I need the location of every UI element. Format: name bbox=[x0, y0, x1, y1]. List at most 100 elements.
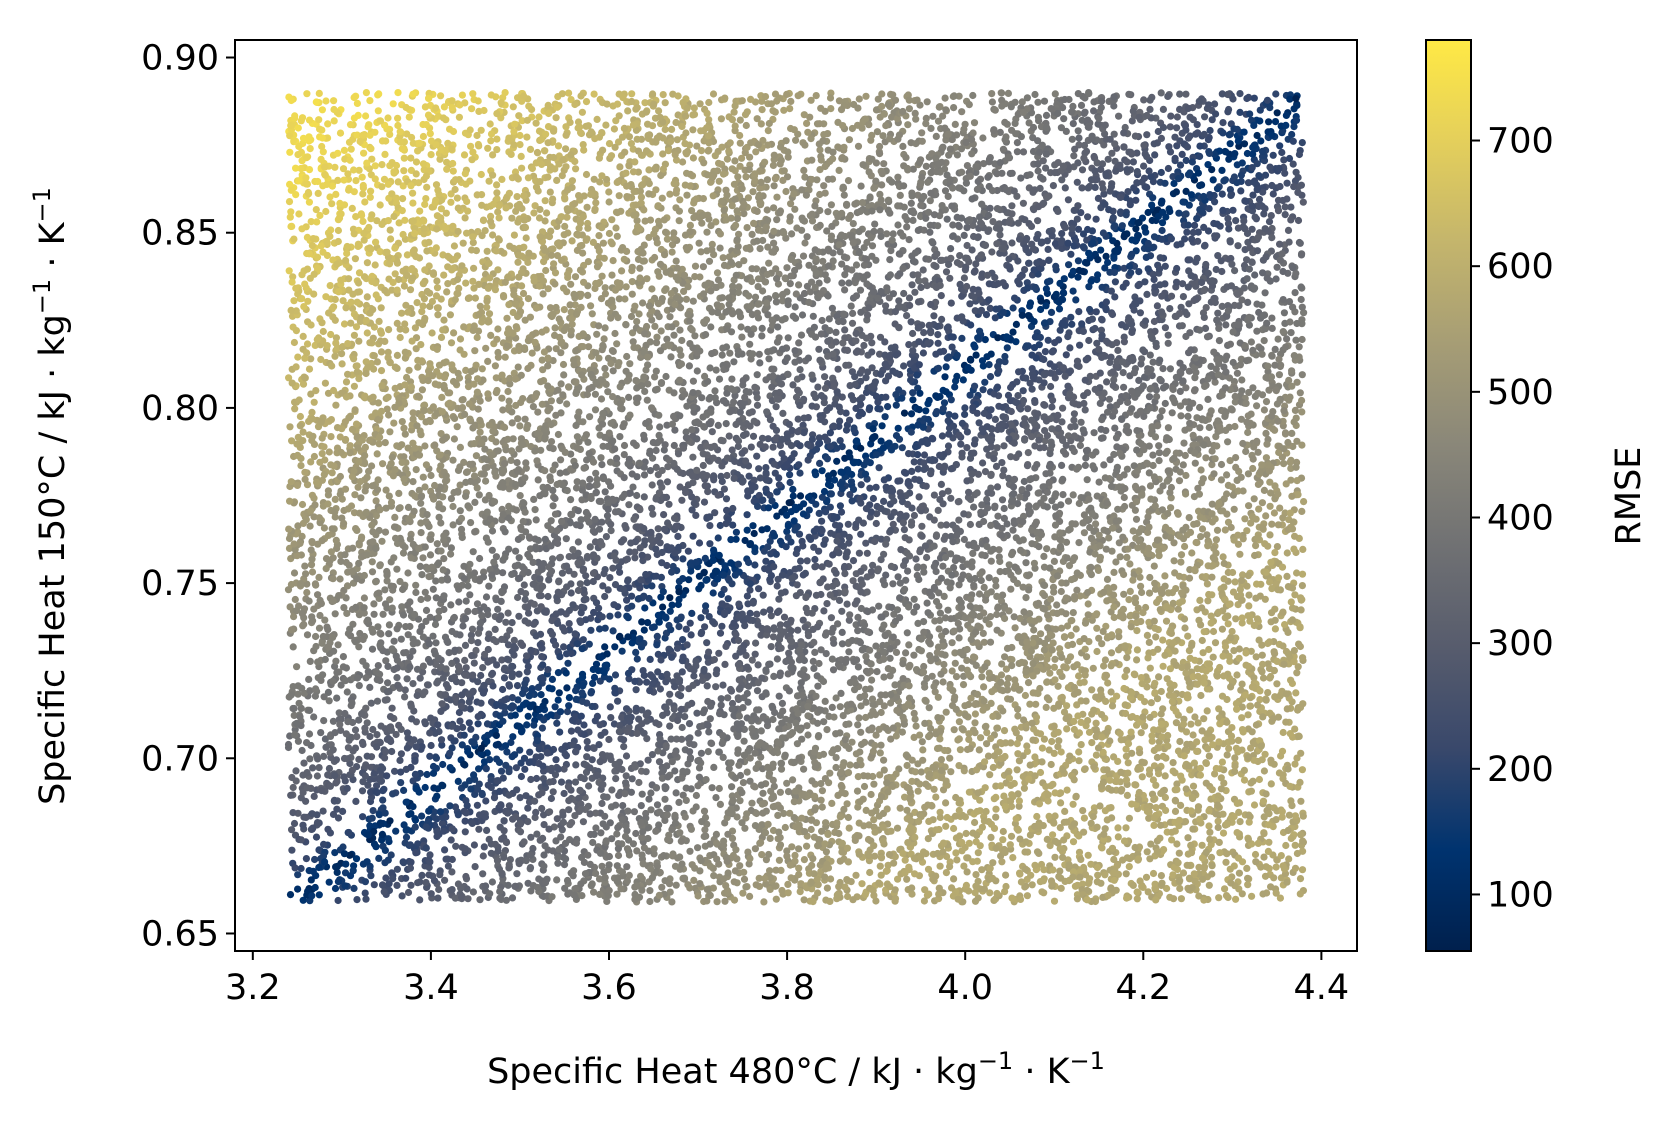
scatter-point bbox=[504, 609, 512, 617]
scatter-point bbox=[811, 648, 819, 657]
scatter-point bbox=[1111, 278, 1119, 286]
scatter-point bbox=[1241, 515, 1249, 523]
scatter-point bbox=[1155, 673, 1163, 681]
scatter-point bbox=[1118, 415, 1126, 423]
scatter-point bbox=[524, 174, 533, 182]
scatter-point bbox=[659, 588, 667, 596]
scatter-point bbox=[508, 619, 516, 627]
scatter-point bbox=[1020, 477, 1028, 486]
scatter-point bbox=[596, 625, 604, 633]
scatter-point bbox=[694, 782, 702, 790]
scatter-point bbox=[393, 565, 401, 573]
scatter-point bbox=[781, 823, 789, 832]
scatter-point bbox=[562, 145, 570, 153]
scatter-point bbox=[940, 660, 948, 669]
scatter-point bbox=[908, 281, 916, 289]
scatter-point bbox=[1147, 495, 1155, 503]
scatter-point bbox=[493, 135, 501, 143]
scatter-point bbox=[992, 576, 1000, 584]
scatter-point bbox=[334, 226, 342, 235]
scatter-point bbox=[476, 896, 484, 904]
scatter-point bbox=[644, 361, 652, 369]
scatter-point bbox=[286, 148, 294, 156]
scatter-point bbox=[666, 313, 674, 321]
scatter-point bbox=[956, 746, 965, 754]
scatter-point bbox=[1184, 256, 1192, 264]
scatter-point bbox=[899, 232, 907, 240]
scatter-point bbox=[731, 102, 739, 110]
scatter-point bbox=[457, 514, 466, 523]
scatter-point bbox=[391, 513, 399, 522]
scatter-point bbox=[1069, 838, 1078, 846]
scatter-point bbox=[689, 532, 697, 540]
scatter-point bbox=[820, 607, 828, 615]
scatter-point bbox=[1140, 141, 1148, 149]
scatter-point bbox=[353, 526, 361, 535]
scatter-point bbox=[1258, 499, 1266, 507]
scatter-point bbox=[659, 91, 667, 99]
scatter-point bbox=[837, 508, 846, 516]
scatter-point bbox=[947, 768, 955, 776]
scatter-point bbox=[500, 817, 508, 825]
scatter-point bbox=[328, 469, 336, 477]
scatter-point bbox=[695, 239, 703, 247]
scatter-point bbox=[325, 878, 333, 886]
scatter-point bbox=[387, 498, 396, 506]
scatter-point bbox=[899, 849, 907, 858]
scatter-point bbox=[523, 721, 531, 729]
scatter-point bbox=[296, 422, 304, 430]
scatter-point bbox=[516, 705, 524, 713]
scatter-point bbox=[894, 173, 902, 181]
scatter-points bbox=[284, 89, 1308, 906]
scatter-point bbox=[849, 309, 857, 317]
scatter-point bbox=[1113, 692, 1121, 700]
scatter-point bbox=[1251, 271, 1259, 279]
scatter-point bbox=[1209, 627, 1218, 636]
scatter-point bbox=[648, 285, 656, 293]
scatter-point bbox=[872, 642, 880, 650]
scatter-point bbox=[1171, 807, 1180, 816]
scatter-point bbox=[1145, 638, 1153, 647]
scatter-point bbox=[862, 539, 870, 547]
scatter-point bbox=[756, 245, 764, 253]
scatter-point bbox=[1022, 594, 1030, 602]
scatter-point bbox=[350, 114, 358, 122]
scatter-point bbox=[872, 897, 880, 905]
scatter-point bbox=[704, 748, 712, 756]
scatter-point bbox=[1164, 467, 1172, 475]
scatter-point bbox=[1208, 870, 1216, 878]
scatter-point bbox=[810, 638, 818, 647]
scatter-point bbox=[565, 702, 573, 710]
scatter-point bbox=[998, 496, 1007, 504]
scatter-point bbox=[753, 237, 761, 245]
scatter-point bbox=[1156, 254, 1164, 262]
scatter-point bbox=[678, 860, 686, 868]
scatter-point bbox=[857, 728, 865, 736]
scatter-point bbox=[764, 435, 772, 443]
scatter-point bbox=[904, 121, 912, 129]
scatter-point bbox=[1288, 367, 1296, 375]
scatter-point bbox=[565, 89, 573, 97]
scatter-point bbox=[718, 294, 727, 302]
scatter-point bbox=[690, 876, 698, 885]
scatter-point bbox=[1244, 711, 1252, 719]
scatter-point bbox=[437, 462, 445, 470]
scatter-point bbox=[310, 452, 318, 461]
scatter-point bbox=[1282, 841, 1290, 850]
scatter-point bbox=[650, 850, 658, 858]
scatter-point bbox=[1204, 597, 1212, 605]
scatter-point bbox=[1025, 484, 1033, 492]
scatter-point bbox=[858, 124, 866, 132]
scatter-point bbox=[986, 304, 994, 312]
scatter-point bbox=[1008, 202, 1016, 210]
scatter-point bbox=[782, 187, 790, 196]
scatter-point bbox=[1052, 262, 1060, 270]
scatter-point bbox=[1004, 89, 1013, 97]
scatter-point bbox=[988, 98, 997, 106]
scatter-point bbox=[1177, 412, 1185, 420]
scatter-point bbox=[1110, 102, 1118, 110]
scatter-point bbox=[391, 384, 399, 392]
scatter-point bbox=[640, 493, 648, 501]
scatter-point bbox=[1198, 525, 1207, 533]
scatter-point bbox=[971, 710, 980, 718]
